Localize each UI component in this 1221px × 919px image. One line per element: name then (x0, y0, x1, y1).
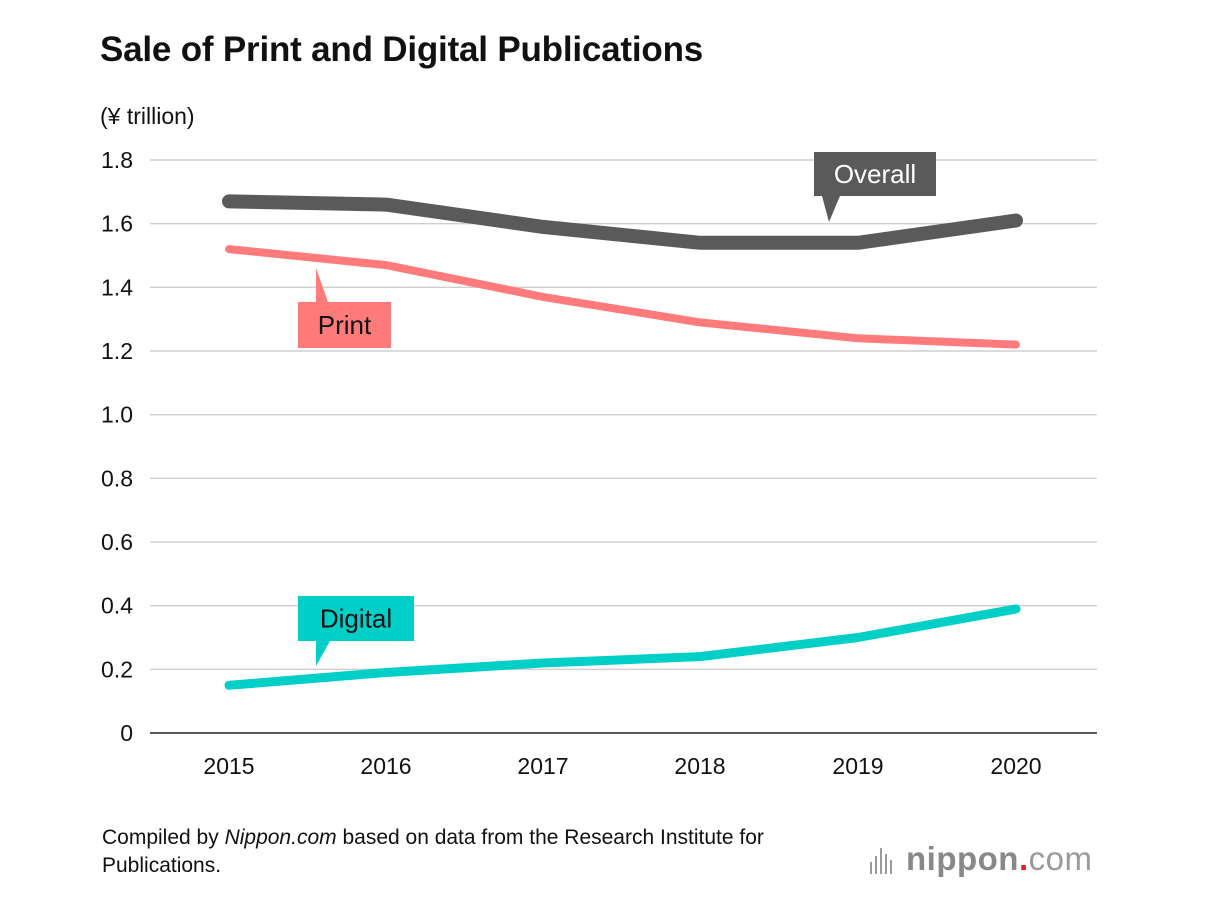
y-tick-label: 1.6 (101, 211, 133, 237)
callout-box (298, 302, 391, 348)
y-tick-label: 1.4 (101, 274, 133, 300)
y-axis-unit-label: (¥ trillion) (100, 103, 195, 129)
callout-pointer (316, 268, 328, 302)
series-line-overall (222, 194, 1023, 250)
y-tick-label: 1.2 (101, 338, 133, 364)
x-tick-label: 2020 (990, 753, 1041, 779)
y-tick-label: 0.8 (101, 465, 133, 491)
series-callouts: Overall Print Digital (298, 152, 936, 666)
source-prefix: Compiled by (102, 826, 225, 849)
logo-wordmark: nippon.com (906, 840, 1093, 877)
x-tick-labels: 2015 2016 2017 2018 2019 2020 (203, 753, 1041, 779)
x-tick-label: 2018 (674, 753, 725, 779)
y-tick-label: 0 (120, 720, 133, 746)
callout-pointer (316, 641, 330, 666)
callout-overall: Overall (814, 152, 936, 222)
y-tick-label: 0.2 (101, 656, 133, 682)
series-line-print (225, 245, 1020, 349)
callout-box (814, 152, 936, 196)
callout-pointer (822, 196, 840, 222)
y-tick-labels: 0 0.2 0.4 0.6 0.8 1.0 1.2 1.4 1.6 1.8 (101, 147, 133, 746)
y-tick-label: 1.8 (101, 147, 133, 173)
nippon-logo: nippon.com (870, 840, 1100, 882)
callout-print: Print (298, 268, 391, 348)
x-tick-label: 2016 (360, 753, 411, 779)
x-tick-label: 2017 (517, 753, 568, 779)
callout-digital: Digital (298, 596, 414, 666)
series-line-digital (224, 604, 1021, 690)
nippon-bars-icon (870, 848, 900, 874)
x-tick-label: 2015 (203, 753, 254, 779)
series-label: Print (318, 310, 372, 340)
y-tick-label: 0.6 (101, 529, 133, 555)
x-tick-label: 2019 (832, 753, 883, 779)
source-suffix: based on data from the Research Institut… (102, 826, 764, 877)
series-label: Overall (834, 159, 916, 189)
series-lines (222, 194, 1023, 690)
series-label: Digital (320, 604, 392, 634)
y-tick-label: 0.4 (101, 593, 133, 619)
y-tick-label: 1.0 (101, 402, 133, 428)
callout-box (298, 596, 414, 641)
grid-lines (150, 159, 1097, 734)
source-name: Nippon.com (224, 826, 337, 849)
source-note: Compiled by Nippon.com based on data fro… (102, 824, 802, 880)
chart-title: Sale of Print and Digital Publications (100, 30, 704, 69)
